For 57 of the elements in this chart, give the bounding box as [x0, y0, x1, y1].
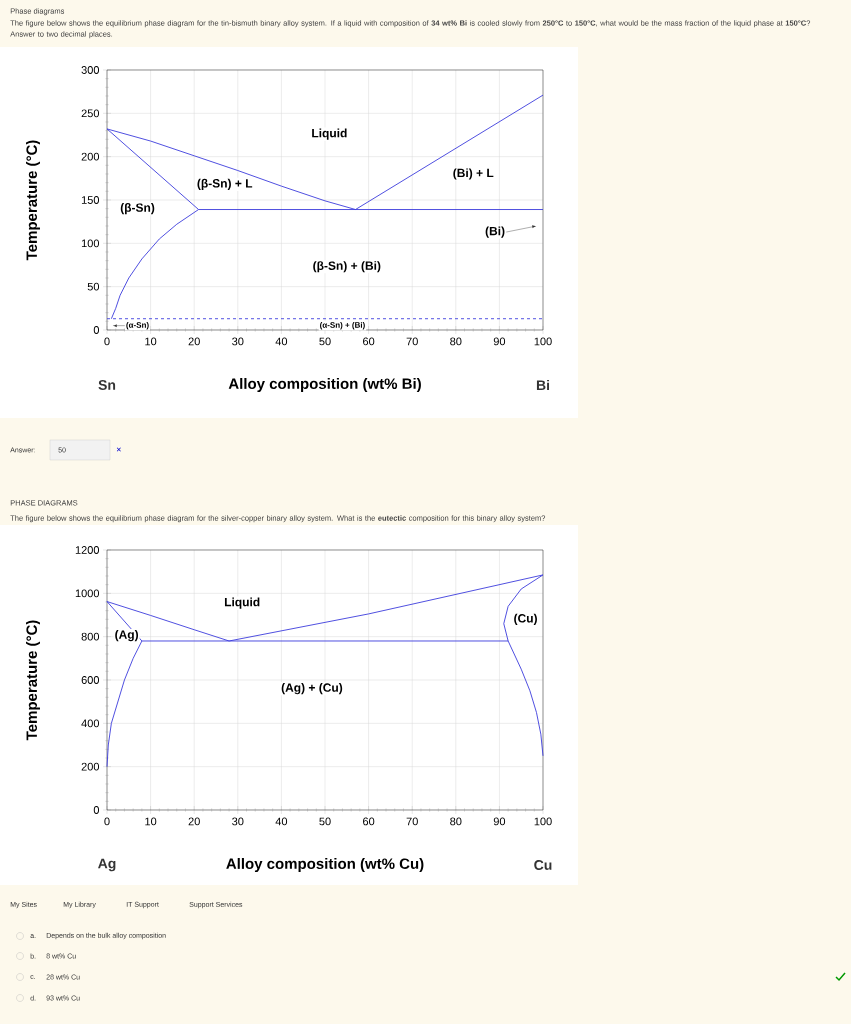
y-axis-title: Temperature (°C)	[26, 140, 40, 261]
x-tick-label: 60	[363, 817, 375, 826]
annotation: (β-Sn) + (Bi)	[313, 261, 381, 273]
annotation: (α-Sn) + (Bi)	[320, 321, 365, 330]
x-tick-label: 0	[104, 817, 110, 826]
y-tick-label: 300	[81, 66, 100, 74]
x-axis-title: Alloy composition (wt% Bi)	[228, 378, 421, 392]
x-tick-label: 70	[406, 337, 418, 346]
y-tick-label: 1200	[75, 546, 100, 554]
y-tick-label: 0	[93, 806, 100, 814]
annotation: (Ag) + (Cu)	[281, 683, 343, 695]
x-tick-label: 50	[319, 817, 331, 826]
x-tick-label: 100	[534, 817, 552, 826]
x-tick-label: 90	[493, 337, 506, 346]
x-tick-label: 20	[188, 337, 200, 346]
x-tick-label: 10	[145, 817, 157, 826]
annotation: (Ag)	[115, 629, 139, 642]
annotation: Liquid	[224, 597, 260, 609]
x-tick-label: 0	[104, 337, 110, 346]
x-tick-label: 30	[232, 817, 244, 826]
x-tick-label: 40	[275, 817, 288, 826]
x-tick-label: 70	[406, 817, 418, 826]
y-tick-label: 400	[81, 719, 100, 728]
annotation: (α-Sn)	[126, 321, 149, 330]
x-tick-label: 50	[319, 337, 331, 346]
x-tick-label: 20	[188, 817, 200, 826]
text: ×	[116, 447, 121, 452]
y-tick-label: 100	[81, 239, 100, 248]
y-tick-label: 0	[93, 326, 100, 334]
annotation: (Bi) + L	[453, 168, 494, 180]
x-tick-label: 40	[275, 337, 288, 346]
x-tick-label: 60	[363, 337, 375, 346]
annotation: Liquid	[312, 128, 347, 140]
text: Bi	[536, 379, 550, 391]
x-tick-label: 30	[232, 337, 244, 346]
y-tick-label: 800	[81, 632, 100, 641]
x-axis-title: Alloy composition (wt% Cu)	[226, 858, 424, 872]
x-tick-label: 80	[450, 817, 462, 826]
annotation: (β-Sn)	[120, 203, 155, 215]
x-tick-label: 90	[493, 817, 506, 826]
text: Cu	[534, 860, 552, 870]
x-tick-label: 10	[145, 337, 157, 346]
text: Sn	[98, 380, 116, 390]
y-tick-label: 1000	[75, 589, 100, 598]
y-tick-label: 50	[87, 282, 100, 291]
x-tick-label: 80	[450, 337, 462, 346]
y-tick-label: 150	[81, 196, 100, 204]
annotation: (Cu)	[514, 613, 537, 625]
x-tick-label: 100	[534, 337, 552, 346]
y-axis-title: Temperature (°C)	[26, 620, 40, 741]
y-tick-label: 600	[81, 676, 100, 684]
y-tick-label: 250	[81, 109, 100, 118]
annotation: (β-Sn) + L	[197, 178, 253, 190]
y-tick-label: 200	[81, 762, 100, 771]
annotation: (Bi)	[485, 226, 505, 238]
text: Ag	[98, 858, 116, 872]
y-tick-label: 200	[81, 152, 100, 161]
